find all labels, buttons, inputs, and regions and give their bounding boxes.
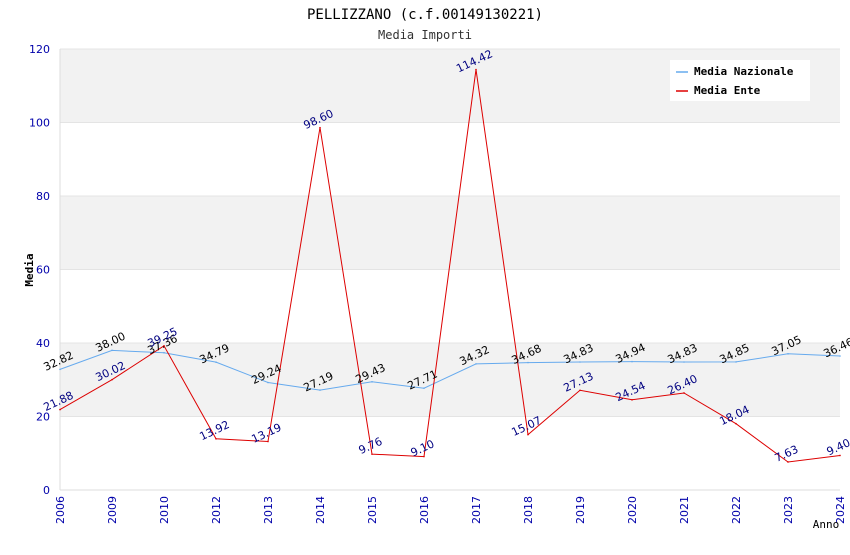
x-tick-label: 2018 xyxy=(522,496,535,524)
data-point-media-ente xyxy=(59,408,61,411)
data-point-media-ente xyxy=(839,454,841,457)
data-point-media-nazionale xyxy=(839,355,841,357)
x-axis-label: Anno xyxy=(813,518,840,531)
data-point-media-nazionale xyxy=(423,387,425,389)
plot-band xyxy=(60,122,840,196)
data-point-media-nazionale xyxy=(631,360,633,363)
plot-band xyxy=(60,416,840,490)
data-point-media-ente xyxy=(787,461,789,463)
data-point-media-nazionale xyxy=(683,361,685,363)
data-point-media-nazionale xyxy=(371,381,373,383)
data-point-media-nazionale xyxy=(163,351,165,354)
data-point-media-nazionale xyxy=(579,361,581,363)
data-point-media-nazionale xyxy=(59,368,61,371)
y-tick-label: 20 xyxy=(36,411,50,424)
plot-band xyxy=(60,269,840,343)
series-group xyxy=(59,68,841,463)
data-point-media-nazionale xyxy=(787,353,789,355)
data-point-media-nazionale xyxy=(735,361,737,363)
x-tick-label: 2010 xyxy=(158,496,171,524)
data-point-media-ente xyxy=(111,378,113,381)
data-point-media-ente xyxy=(267,440,269,443)
data-point-media-ente xyxy=(319,126,321,129)
axes xyxy=(59,49,840,491)
data-point-media-nazionale xyxy=(267,381,269,384)
x-tick-label: 2020 xyxy=(626,496,639,524)
legend-label-media-nazionale: Media Nazionale xyxy=(694,65,794,78)
x-tick-label: 2015 xyxy=(366,496,379,524)
data-point-media-ente xyxy=(527,433,529,436)
chart-subtitle: Media Importi xyxy=(378,28,472,42)
series-line-media-nazionale xyxy=(59,349,841,391)
x-tick-label: 2006 xyxy=(54,496,67,524)
y-tick-label: 0 xyxy=(43,484,50,497)
x-tick-label: 2023 xyxy=(782,496,795,524)
chart-title: PELLIZZANO (c.f.00149130221) xyxy=(307,7,543,23)
x-tick-label: 2017 xyxy=(470,496,483,524)
y-tick-label: 60 xyxy=(36,264,50,277)
data-point-media-ente xyxy=(163,344,165,347)
y-tick-label: 40 xyxy=(36,337,50,350)
data-point-media-ente xyxy=(683,392,685,394)
data-point-media-nazionale xyxy=(527,361,529,364)
x-tick-label: 2024 xyxy=(834,496,847,524)
x-tick-label: 2016 xyxy=(418,496,431,524)
plot-band xyxy=(60,343,840,417)
x-axis-ticks: 2006 2009 2010 2012 2013 2014 2015 2016 2017 2018… xyxy=(54,496,847,524)
y-tick-label: 100 xyxy=(29,117,50,130)
x-tick-label: 2014 xyxy=(314,496,327,524)
series-line-media-ente xyxy=(59,69,841,463)
x-tick-label: 2021 xyxy=(678,496,691,524)
data-point-media-ente xyxy=(215,438,217,440)
y-tick-label: 80 xyxy=(36,190,50,203)
data-point-media-nazionale xyxy=(111,349,113,352)
legend-label-media-ente: Media Ente xyxy=(694,84,761,97)
x-tick-label: 2019 xyxy=(574,496,587,524)
y-tick-label: 120 xyxy=(29,43,50,56)
x-tick-label: 2013 xyxy=(262,496,275,524)
data-point-media-nazionale xyxy=(215,361,217,363)
data-point-media-nazionale xyxy=(319,389,321,391)
y-axis-label: Media xyxy=(23,253,36,286)
data-point-media-ente xyxy=(735,422,737,425)
y-axis-ticks: 0 20 40 60 80 100 120 xyxy=(29,43,50,497)
data-point-media-ente xyxy=(371,453,373,455)
x-tick-label: 2022 xyxy=(730,496,743,524)
data-point-media-ente xyxy=(475,68,477,71)
legend-box xyxy=(670,60,810,101)
legend: Media Nazionale Media Ente xyxy=(670,60,810,101)
data-point-media-ente xyxy=(423,455,425,458)
data-point-media-nazionale xyxy=(475,363,477,365)
x-tick-label: 2009 xyxy=(106,496,119,524)
plot-band xyxy=(60,196,840,270)
data-point-media-ente xyxy=(579,389,581,392)
x-tick-label: 2012 xyxy=(210,496,223,524)
data-point-media-ente xyxy=(631,399,633,401)
